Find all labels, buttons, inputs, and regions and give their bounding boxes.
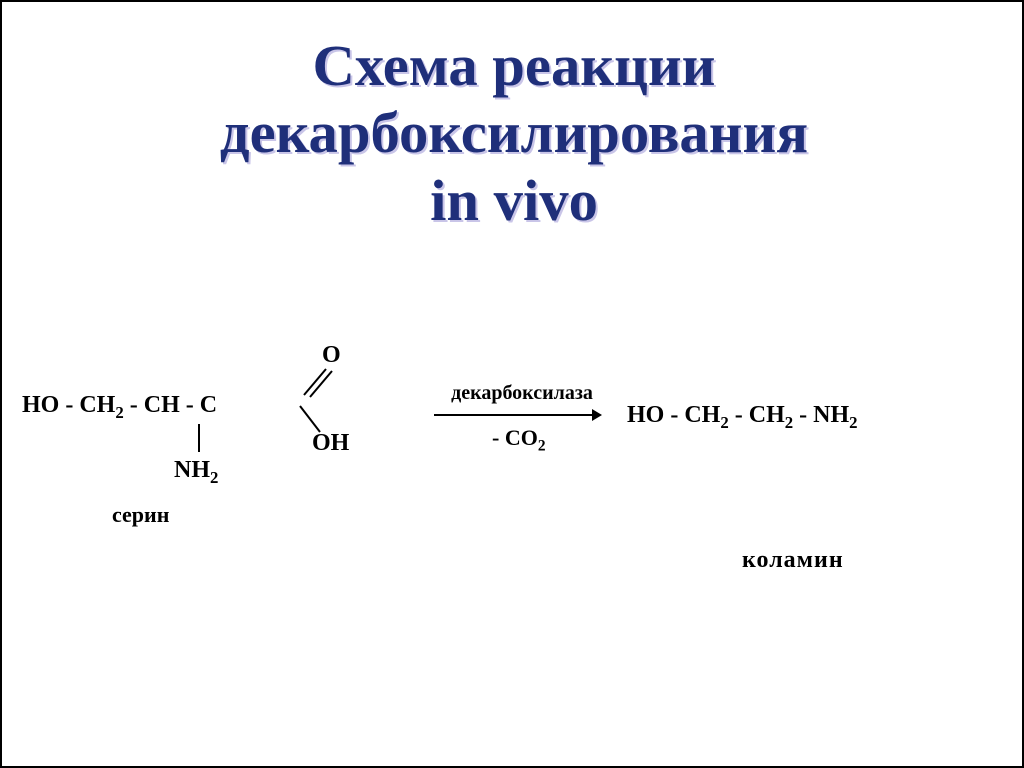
bond-dash: - [124, 392, 144, 418]
slide-title: Схема реакции декарбоксилирования in viv… [2, 32, 1024, 234]
reactant-backbone: HO - CH2 - CH - C [22, 392, 217, 419]
atom-ho: HO [22, 392, 59, 418]
atom-ho: HO [627, 402, 664, 428]
title-line-2: декарбоксилирования [2, 99, 1024, 166]
double-bond-icon [302, 365, 334, 399]
reactant-label: серин [112, 502, 169, 528]
atom-c: C [200, 392, 217, 418]
byproduct-prefix: - CO [492, 425, 538, 450]
bond-dash: - [59, 392, 79, 418]
bond-dash: - [729, 402, 749, 428]
arrow-top-label: декарбоксилаза [432, 382, 612, 405]
atom-ch2-sub: 2 [115, 403, 123, 422]
atom-nh: NH [174, 457, 210, 483]
atom-ch: CH [144, 392, 180, 418]
bond-vertical-icon [198, 424, 200, 452]
product-name: коламин [742, 547, 844, 573]
atom-oh: OH [312, 430, 349, 456]
reactant-name: серин [112, 502, 169, 527]
atom-ch2-sub: 2 [785, 413, 793, 432]
reaction-arrow-group: декарбоксилаза - CO2 [432, 382, 612, 451]
atom-ch2: CH [79, 392, 115, 418]
title-line-1: Схема реакции [2, 32, 1024, 99]
title-line-3: in vivo [2, 167, 1024, 234]
slide-frame: Схема реакции декарбоксилирования in viv… [0, 0, 1024, 768]
product-formula: HO - CH2 - CH2 - NH2 [627, 402, 858, 429]
cooh-hydroxyl: OH [312, 430, 349, 457]
arrow-icon [432, 405, 602, 425]
atom-nh-sub: 2 [849, 413, 857, 432]
atom-ch2: CH [749, 402, 785, 428]
atom-nh: NH [813, 402, 849, 428]
byproduct-sub: 2 [538, 437, 546, 454]
reactant-nh2: NH2 [174, 457, 218, 484]
reactant-formula: HO - CH2 - CH - C [22, 392, 217, 418]
bond-dash: - [180, 392, 200, 418]
atom-ch2: CH [684, 402, 720, 428]
bond-dash: - [793, 402, 813, 428]
product-label: коламин [742, 547, 844, 574]
bond-dash: - [664, 402, 684, 428]
atom-nh-sub: 2 [210, 468, 218, 487]
enzyme-name: декарбоксилаза [451, 382, 593, 404]
arrow-bottom-label: - CO2 [432, 425, 612, 451]
atom-ch2-sub: 2 [720, 413, 728, 432]
